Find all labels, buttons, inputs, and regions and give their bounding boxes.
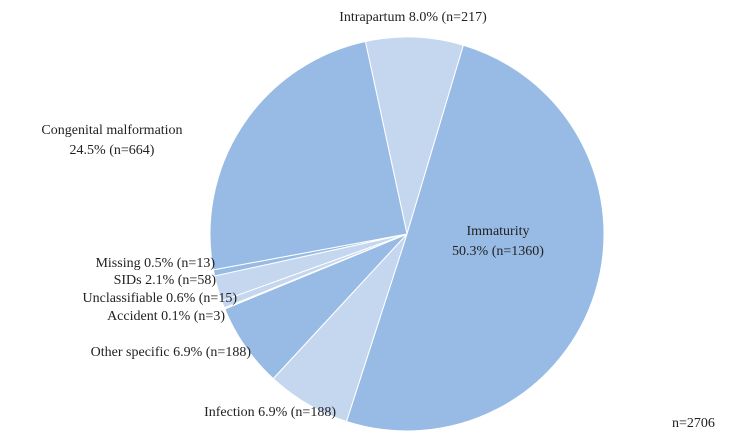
slice-value: 24.5% (n=664) (70, 143, 155, 158)
slice-count: (n=15) (199, 291, 238, 306)
slice-label: SIDs 2.1% (n=58) (114, 273, 217, 288)
slice-label: Missing 0.5% (n=13) (95, 256, 215, 271)
slice-label: Accident 0.1% (n=3) (107, 309, 225, 324)
slice-count: (n=217) (442, 10, 488, 25)
slice-percent: 6.9% (173, 345, 203, 360)
slice-name: Infection (204, 405, 255, 420)
slice-name: Immaturity (467, 224, 530, 239)
slice-count: (n=1360) (492, 244, 545, 259)
pie-slice (345, 44, 605, 432)
slice-percent: 2.1% (145, 273, 175, 288)
slice-name: Missing (95, 256, 140, 271)
slice-percent: 8.0% (409, 10, 439, 25)
slice-name: SIDs (114, 273, 142, 288)
slice-percent: 6.9% (258, 405, 288, 420)
slice-percent: 24.5% (70, 143, 107, 158)
slice-label: Infection 6.9% (n=188) (204, 405, 336, 420)
slice-label: Intrapartum 8.0% (n=217) (339, 10, 487, 25)
slice-value: 50.3% (n=1360) (452, 244, 544, 259)
total-annotation: n=2706 (672, 416, 715, 431)
slice-count: (n=13) (177, 256, 216, 271)
slice-name: Accident (107, 309, 158, 324)
slice-name: Congenital malformation (41, 123, 182, 138)
slice-name: Unclassifiable (83, 291, 163, 306)
slice-percent: 0.1% (161, 309, 191, 324)
slice-percent: 0.5% (144, 256, 174, 271)
slice-name: Intrapartum (339, 10, 405, 25)
slice-count: (n=188) (291, 405, 337, 420)
slice-name: Other specific (91, 345, 170, 360)
slice-label: Unclassifiable 0.6% (n=15) (83, 291, 238, 306)
slice-count: (n=664) (109, 143, 155, 158)
slice-count: (n=188) (206, 345, 252, 360)
slice-label: Other specific 6.9% (n=188) (91, 345, 252, 360)
slice-count: (n=58) (178, 273, 217, 288)
slice-percent: 0.6% (166, 291, 196, 306)
pie-slice (209, 40, 408, 271)
slice-count: (n=3) (194, 309, 226, 324)
pie-slice (364, 36, 464, 235)
slice-percent: 50.3% (452, 244, 489, 259)
